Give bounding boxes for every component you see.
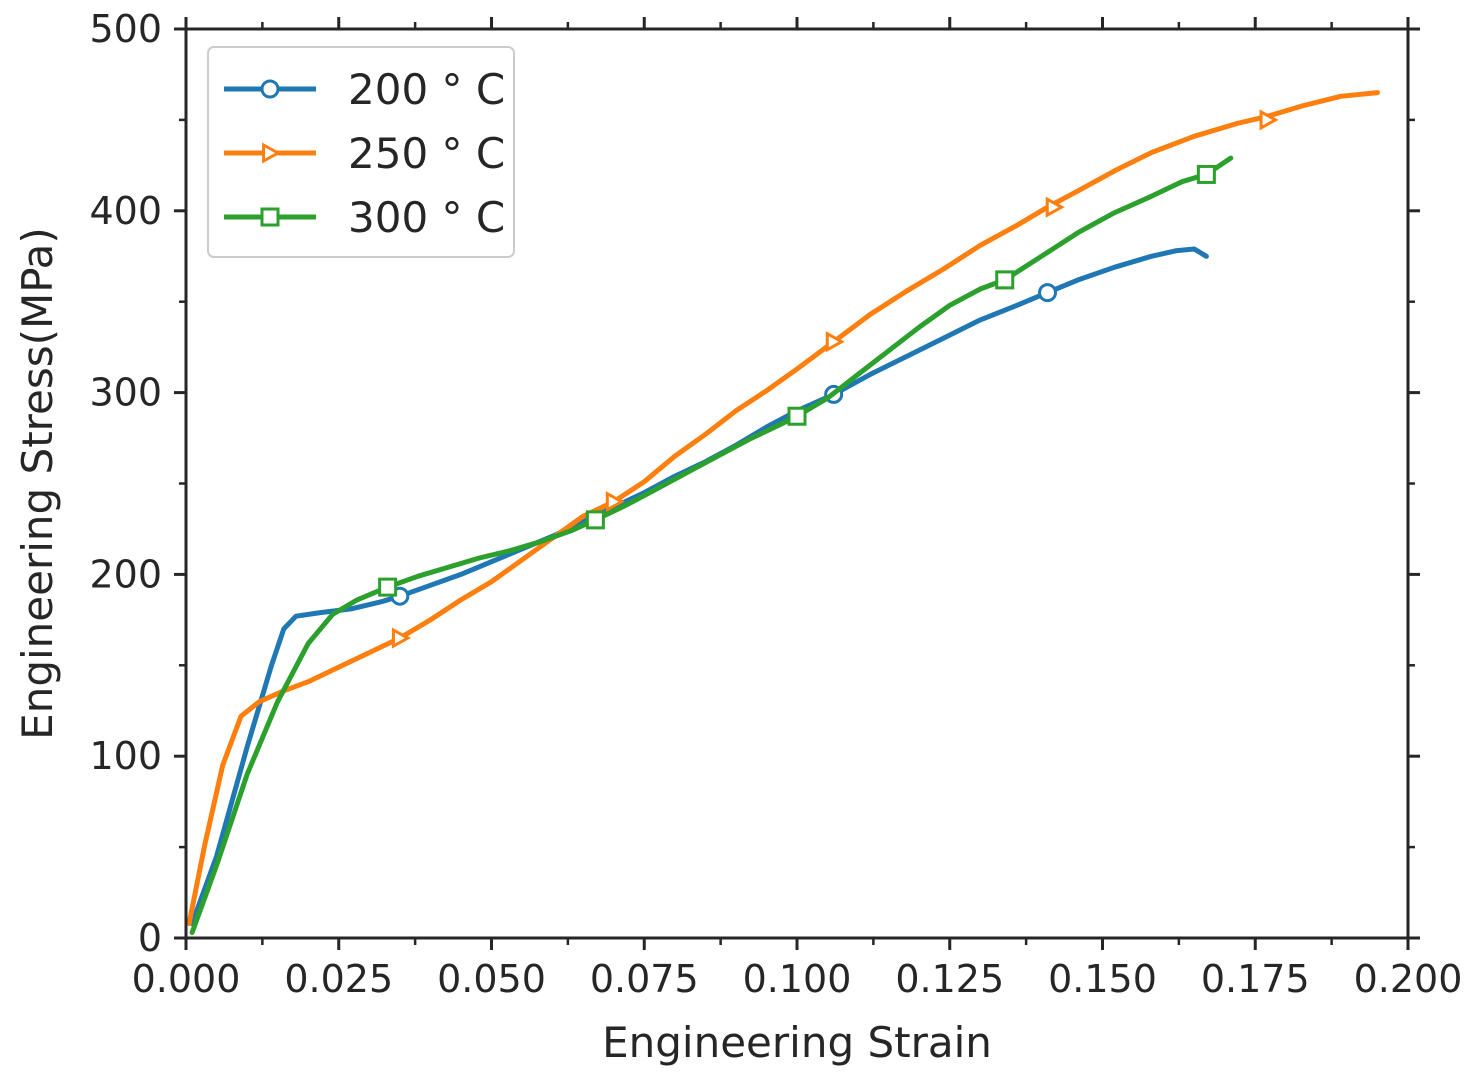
series-layer [186,90,1380,935]
x-tick-label: 0.150 [1048,957,1157,1001]
x-tick-label: 0.175 [1201,957,1310,1001]
marker-circle [1038,283,1058,303]
series-line [189,246,1209,926]
legend-item: 250 ° C [224,129,505,178]
y-tick-label: 0 [138,916,162,960]
marker-square [260,207,280,227]
legend-box [207,46,515,258]
marker-circle [260,79,280,99]
marker-triangle-right [825,331,845,353]
legend: 200 ° C 250 ° C 300 ° C [207,46,515,258]
series-line [189,155,1234,935]
ticks-layer: 0.000 0.025 0.050 0.075 0.100 0.125 0.150 0.175… [89,7,1462,1001]
marker-triangle-right [391,627,411,649]
series-line [186,90,1380,926]
x-tick-label: 0.050 [437,957,546,1001]
marker-square [995,270,1015,290]
x-tick-label: 0.100 [743,957,852,1001]
legend-label: 300 ° C [348,193,505,242]
y-tick-label: 400 [89,189,162,233]
marker-triangle-right [262,142,282,164]
marker-square [1196,164,1216,184]
series-1 [186,90,1380,926]
marker-square [378,577,398,597]
series-2 [189,155,1234,935]
series-0 [189,246,1209,926]
x-axis-label: Engineering Strain [602,1018,992,1067]
marker-triangle-right [1259,109,1279,131]
legend-label: 200 ° C [348,65,505,114]
marker-square [787,406,807,426]
y-tick-label: 500 [89,7,162,51]
legend-item: 200 ° C [224,65,505,114]
marker-square [585,510,605,530]
marker-triangle-right [1045,196,1065,218]
x-tick-label: 0.000 [132,957,241,1001]
y-tick-label: 300 [89,371,162,415]
x-tick-label: 0.125 [895,957,1004,1001]
y-tick-label: 200 [89,552,162,596]
x-tick-label: 0.025 [284,957,393,1001]
x-tick-label: 0.075 [590,957,699,1001]
y-axis-label: Engineering Stress(MPa) [13,227,62,740]
legend-label: 250 ° C [348,129,505,178]
y-tick-label: 100 [89,734,162,778]
x-tick-label: 0.200 [1354,957,1463,1001]
marker-triangle-right [605,491,625,513]
legend-item: 300 ° C [224,193,505,242]
